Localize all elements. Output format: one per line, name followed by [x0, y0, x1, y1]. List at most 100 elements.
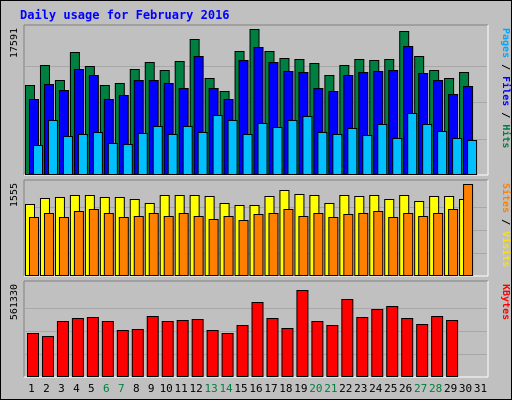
x-tick-label: 25	[384, 382, 397, 395]
panel-visits-sites: 1555 Sites / Visits	[9, 179, 512, 277]
x-tick-label: 6	[103, 382, 110, 395]
x-tick-label: 9	[148, 382, 155, 395]
x-tick-label: 12	[190, 382, 203, 395]
bar-sites-day-1	[29, 217, 39, 276]
bar-pages-day-28	[437, 131, 448, 175]
bar-sites-day-12	[193, 216, 204, 276]
bar-kbytes-day-23	[356, 317, 369, 377]
axis-label-visits: Visits	[500, 231, 512, 267]
bar-kbytes-day-5	[86, 317, 99, 377]
bar-pages-day-30	[467, 140, 478, 175]
bar-kbytes-day-24	[371, 309, 384, 377]
bar-kbytes-day-21	[326, 325, 339, 377]
bar-sites-day-2	[43, 213, 54, 276]
bar-sites-day-14	[223, 216, 234, 276]
bar-kbytes-day-28	[431, 316, 444, 377]
x-tick-label: 28	[429, 382, 442, 395]
bar-sites-day-19	[298, 216, 309, 276]
bar-sites-day-30	[463, 184, 474, 276]
bar-pages-day-4	[77, 134, 88, 175]
x-tick-label: 19	[294, 382, 307, 395]
bar-kbytes-day-18	[281, 328, 294, 377]
bar-pages-day-14	[227, 120, 238, 175]
bar-pages-day-12	[197, 132, 208, 175]
bar-sites-day-16	[253, 214, 264, 276]
bar-pages-day-27	[422, 124, 433, 175]
bar-kbytes-day-29	[446, 320, 459, 377]
panel-max-label: 561330	[9, 284, 20, 320]
chart-title: Daily usage for February 2016	[20, 8, 230, 22]
bar-pages-day-22	[347, 128, 358, 175]
bar-pages-day-19	[302, 116, 313, 175]
bar-sites-day-25	[388, 217, 399, 276]
x-tick-label: 13	[204, 382, 217, 395]
bar-kbytes-day-22	[341, 299, 354, 377]
bar-sites-day-20	[313, 213, 324, 276]
x-tick-label: 1	[28, 382, 35, 395]
bar-pages-day-17	[272, 127, 283, 175]
bar-pages-day-26	[407, 113, 418, 175]
bar-pages-day-16	[257, 123, 268, 175]
bar-sites-day-29	[448, 209, 459, 276]
x-tick-label: 23	[354, 382, 367, 395]
bar-kbytes-day-15	[236, 325, 249, 377]
bar-kbytes-day-12	[191, 319, 204, 377]
bar-kbytes-day-20	[311, 321, 324, 377]
x-tick-label: 30	[459, 382, 472, 395]
panel-max-label: 1555	[9, 183, 20, 207]
panel-max-label: 17591	[9, 28, 20, 58]
axis-label-separator: /	[500, 58, 511, 76]
axis-label-hits: Hits	[500, 124, 512, 148]
series-pages	[33, 113, 478, 175]
bar-pages-day-1	[33, 145, 43, 175]
x-tick-label: 22	[339, 382, 352, 395]
x-tick-label: 18	[279, 382, 292, 395]
x-tick-label: 20	[309, 382, 322, 395]
bar-kbytes-day-9	[146, 316, 159, 377]
bar-kbytes-day-6	[101, 321, 114, 377]
bar-pages-day-15	[242, 134, 253, 175]
series-files	[29, 46, 474, 175]
x-tick-label: 31	[474, 382, 487, 395]
bar-pages-day-23	[362, 135, 373, 175]
bar-kbytes-day-11	[176, 320, 189, 377]
bar-pages-day-20	[317, 132, 328, 175]
bar-pages-day-21	[332, 134, 343, 175]
bar-kbytes-day-8	[131, 329, 144, 377]
bar-sites-day-28	[433, 213, 444, 276]
panel-axis-label: KBytes	[500, 284, 511, 320]
x-tick-label: 10	[160, 382, 173, 395]
x-tick-label: 8	[133, 382, 140, 395]
chart-panels: 17591 Pages / Files / Hits 1555 Sites / Vis…	[9, 24, 512, 378]
bar-pages-day-24	[377, 124, 388, 175]
bar-pages-day-25	[392, 138, 403, 175]
bar-pages-day-11	[182, 126, 193, 175]
bar-kbytes-day-1	[27, 333, 39, 377]
bar-sites-day-13	[208, 219, 219, 276]
x-tick-label: 21	[324, 382, 337, 395]
panel-axis-label: Sites / Visits	[500, 183, 512, 267]
series-kbytes	[27, 290, 459, 377]
x-tick-label: 29	[444, 382, 457, 395]
bar-pages-day-18	[287, 120, 298, 175]
bar-kbytes-day-13	[206, 330, 219, 377]
bar-kbytes-day-4	[71, 318, 84, 377]
bar-pages-day-8	[137, 133, 148, 175]
bar-sites-day-9	[148, 213, 159, 276]
x-tick-label: 17	[264, 382, 277, 395]
bar-sites-day-26	[403, 213, 414, 276]
x-tick-label: 27	[414, 382, 427, 395]
bar-kbytes-day-3	[56, 321, 69, 377]
x-tick-label: 15	[234, 382, 247, 395]
panel-kbytes: 561330 KBytes	[9, 280, 511, 378]
x-tick-label: 2	[43, 382, 50, 395]
panel-axis-label: Pages / Files / Hits	[500, 28, 512, 148]
bar-kbytes-day-7	[116, 330, 129, 377]
bar-sites-day-22	[343, 214, 354, 276]
bar-sites-day-3	[58, 217, 69, 276]
x-axis-labels: 1 2 3 4 5 6 7 8 9 10 11 12 13 14 15 16 17 18 19 20 21 22 23 24 2…	[28, 382, 487, 395]
bar-kbytes-day-14	[221, 333, 234, 377]
x-tick-label: 5	[88, 382, 95, 395]
bar-pages-day-6	[107, 143, 118, 175]
